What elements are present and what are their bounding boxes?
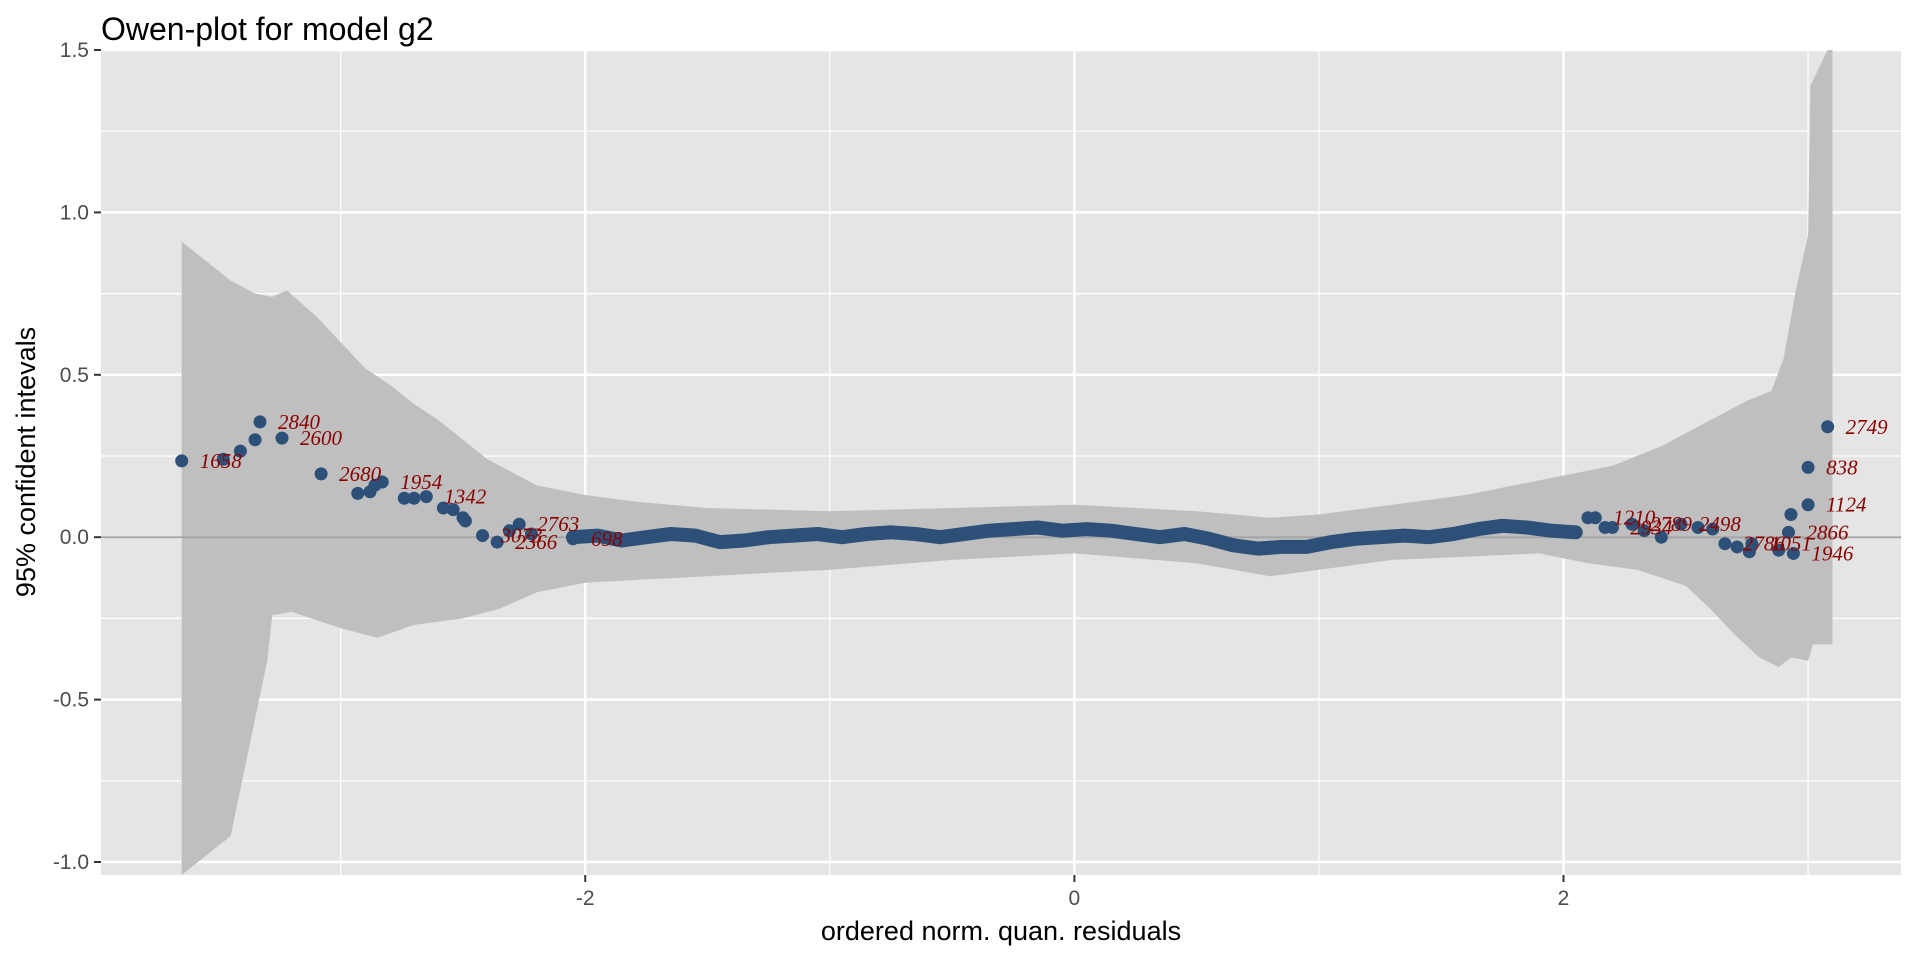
data-point <box>476 529 490 543</box>
data-point <box>512 517 526 531</box>
data-point <box>436 501 450 515</box>
data-point <box>1588 511 1602 525</box>
data-point <box>1654 530 1668 544</box>
data-point <box>351 486 365 500</box>
data-point <box>1706 522 1720 536</box>
point-label: 2840 <box>278 410 321 434</box>
point-label: 698 <box>591 527 623 551</box>
data-point <box>407 491 421 505</box>
y-tick-label: -0.5 <box>53 689 89 712</box>
data-point <box>1801 498 1815 512</box>
point-label: 2866 <box>1807 520 1850 544</box>
point-label: 1124 <box>1826 493 1867 517</box>
point-label: 2366 <box>515 530 558 554</box>
point-label: 2749 <box>1846 415 1889 439</box>
data-point <box>1718 537 1732 551</box>
point-label: 2763 <box>537 512 579 536</box>
data-point <box>419 490 433 504</box>
point-label: 2498 <box>1699 512 1742 536</box>
data-point <box>1625 517 1639 531</box>
chart-title: Owen-plot for model g2 <box>101 11 434 47</box>
point-label: 1210 <box>1613 506 1656 530</box>
x-axis: -2 0 2 <box>576 875 1569 910</box>
grid-minor <box>101 50 1901 875</box>
data-point <box>275 431 289 445</box>
data-point <box>1801 460 1815 474</box>
y-tick-label: 0.5 <box>60 364 89 387</box>
data-point <box>1730 540 1744 554</box>
data-point <box>502 524 516 538</box>
point-label: 2680 <box>339 462 382 486</box>
data-point <box>253 415 267 429</box>
residual-curve <box>566 518 1583 556</box>
x-tick-label: 2 <box>1558 887 1570 910</box>
data-point <box>566 532 580 546</box>
y-axis: -1.0 -0.5 0.0 0.5 1.0 1.5 <box>53 39 101 874</box>
y-tick-label: -1.0 <box>53 851 89 874</box>
y-tick-label: 1.0 <box>60 201 89 224</box>
point-label: 2934 <box>1630 515 1673 539</box>
point-label: 2789 <box>1650 512 1693 536</box>
data-point <box>1784 507 1798 521</box>
y-tick-label: 0.0 <box>60 526 89 549</box>
point-label: 1342 <box>444 485 487 509</box>
data-point <box>458 514 472 528</box>
data-point <box>524 527 538 541</box>
data-point <box>1561 525 1575 539</box>
point-label: 838 <box>1826 455 1858 479</box>
point-label: 1946 <box>1811 541 1854 565</box>
data-point <box>248 433 262 447</box>
y-axis-label: 95% confident intevals <box>11 327 41 597</box>
data-point <box>314 467 328 481</box>
point-label: 1051 <box>1770 532 1812 556</box>
x-axis-label: ordered norm. quan. residuals <box>821 916 1181 946</box>
data-point <box>1691 520 1705 534</box>
data-point <box>1674 517 1688 531</box>
data-point <box>1637 524 1651 538</box>
point-label: 2786 <box>1743 532 1786 556</box>
data-point <box>216 452 230 466</box>
data-point <box>175 454 189 468</box>
point-label: 1954 <box>400 470 443 494</box>
data-point <box>1821 420 1835 434</box>
data-point <box>233 444 247 458</box>
data-point <box>1745 537 1759 551</box>
data-point <box>490 535 504 549</box>
data-point <box>1772 543 1786 557</box>
data-point <box>397 491 411 505</box>
points-layer <box>175 415 1835 560</box>
x-tick-label: 0 <box>1069 887 1081 910</box>
y-tick-label: 1.5 <box>60 39 89 62</box>
data-point <box>1605 520 1619 534</box>
point-label: 1658 <box>200 449 243 473</box>
data-point <box>1782 525 1795 539</box>
data-point <box>1786 546 1800 560</box>
data-point <box>375 475 389 489</box>
data-point <box>446 503 460 517</box>
point-label: 2600 <box>300 426 343 450</box>
x-tick-label: -2 <box>576 887 595 910</box>
point-label: 3073 <box>500 524 543 548</box>
